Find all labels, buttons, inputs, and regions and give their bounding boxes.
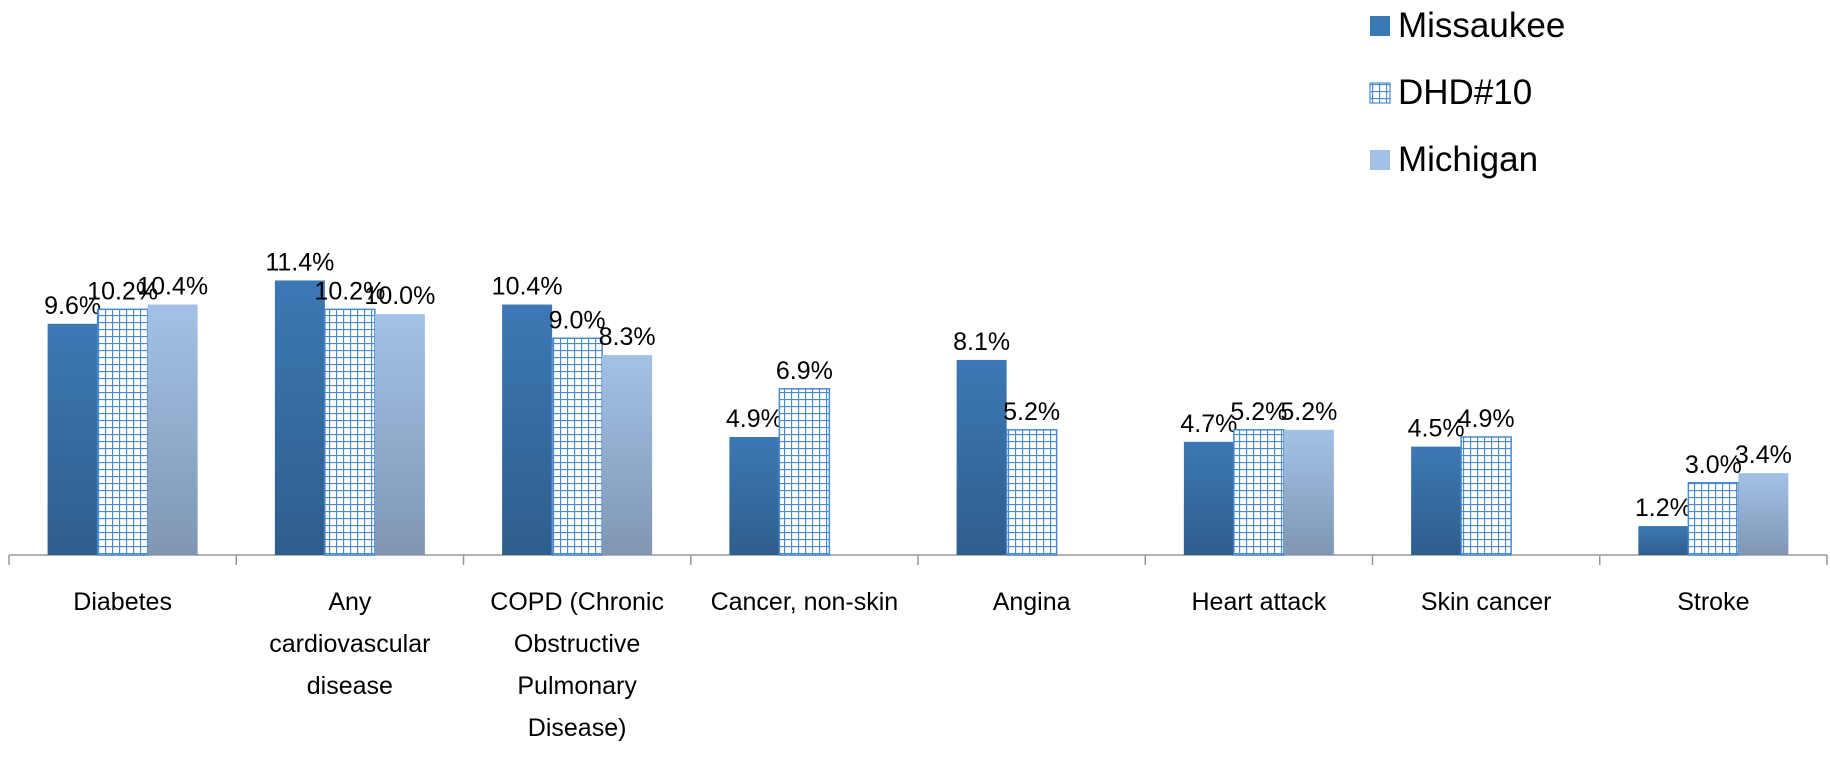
data-label: 5.2% [1003,398,1060,426]
data-label: 8.1% [953,328,1010,356]
data-label: 4.7% [1180,410,1237,438]
legend-swatch [1370,16,1390,36]
data-label: 4.9% [1458,405,1515,433]
legend-label: Missaukee [1398,6,1565,45]
x-tick-label: Skin cancer [1420,588,1552,616]
data-label: 5.2% [1230,398,1287,426]
data-label: 1.2% [1635,494,1692,522]
data-label: 8.3% [599,323,656,351]
bar [1411,446,1462,555]
x-tick-label: Stroke [1677,588,1750,616]
bar [147,304,198,555]
data-label: 9.6% [44,292,101,320]
x-tick-label: Any cardiovascular disease [269,588,431,700]
bar [1687,482,1740,556]
legend-label: DHD#10 [1398,73,1532,112]
data-label: 11.4% [265,248,334,276]
legend-swatch [1370,150,1390,170]
bar [1460,436,1512,556]
bar [1183,441,1234,555]
x-tick-label: COPD (Chronic Obstructive Pulmonary Dise… [490,588,664,742]
bar [1233,429,1285,556]
bar [47,323,98,555]
data-label: 10.0% [364,282,435,310]
x-tick-label: Heart attack [1191,588,1327,616]
data-label: 9.0% [549,306,606,334]
bar [956,359,1007,555]
legend-swatch [1369,82,1391,104]
bar [1738,473,1789,555]
data-label: 10.2% [87,277,158,305]
x-tick-label: Angina [992,588,1071,616]
x-tick-label: Cancer, non-skin [710,588,899,616]
data-label: 4.9% [726,405,783,433]
data-label: 3.4% [1735,441,1792,469]
data-label: 4.5% [1408,415,1465,443]
bar [729,436,780,555]
x-tick-label: Diabetes [73,588,172,616]
bar [1283,429,1334,555]
bar [778,388,831,556]
bar [96,308,149,556]
legend-label: Michigan [1398,140,1538,179]
data-label: 5.2% [1280,398,1337,426]
bar [1638,526,1689,555]
bar [551,337,603,556]
data-label: 6.9% [776,357,833,385]
bar [602,355,653,555]
bar [502,304,553,555]
bar [274,280,325,555]
data-label: 10.4% [137,273,208,301]
bar [374,314,425,555]
bar [324,308,376,556]
data-label: 10.4% [492,273,563,301]
data-label: 3.0% [1685,451,1742,479]
data-label: 10.2% [314,277,385,305]
bar [1005,429,1058,556]
